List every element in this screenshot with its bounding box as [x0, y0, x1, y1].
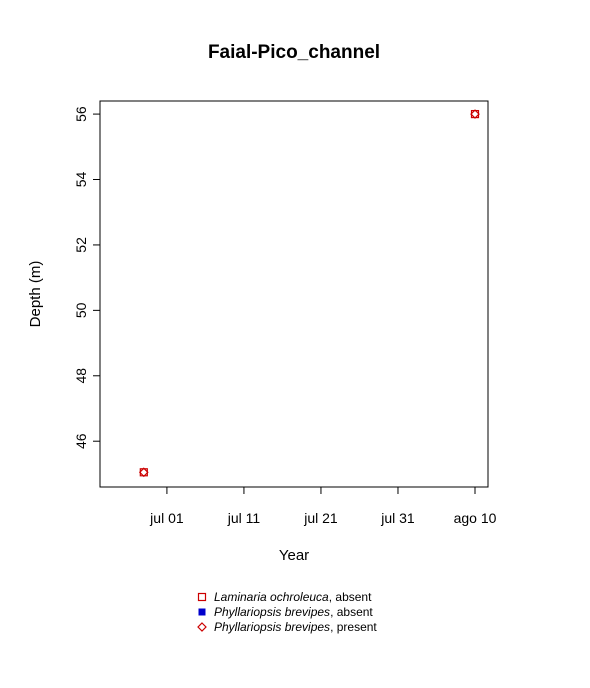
y-tick-label: 46: [73, 433, 89, 449]
data-point: [470, 109, 480, 119]
x-tick-label: jul 11: [227, 510, 261, 526]
y-axis: 46 48 50 52 54 56: [73, 106, 100, 449]
legend: Laminaria ochroleuca, absentPhyllariopsi…: [197, 590, 377, 634]
y-tick-label: 56: [73, 106, 89, 122]
legend-status: , absent: [329, 590, 372, 604]
legend-entry: Phyllariopsis brevipes, absent: [214, 605, 373, 619]
legend-entry: Phyllariopsis brevipes, present: [214, 620, 377, 634]
chart-title: Faial-Pico_channel: [208, 42, 380, 63]
legend-status: , present: [330, 620, 377, 634]
legend-species: Laminaria ochroleuca: [214, 590, 329, 604]
data-point: [470, 109, 480, 119]
legend-status: , absent: [330, 605, 373, 619]
legend-marker: [197, 592, 207, 602]
legend-species: Phyllariopsis brevipes: [214, 620, 330, 634]
x-axis-label: Year: [279, 547, 309, 564]
plot-frame: [99, 100, 489, 488]
y-tick-label: 48: [73, 368, 89, 384]
x-tick-label: jul 31: [380, 510, 415, 526]
data-point: [138, 467, 149, 478]
legend-marker: [197, 622, 207, 632]
x-tick-label: jul 21: [303, 510, 338, 526]
x-tick-label: ago 10: [454, 510, 497, 526]
y-tick-label: 54: [73, 172, 89, 188]
x-axis: jul 01 jul 11 jul 21 jul 31 ago 10: [149, 487, 497, 526]
legend-entry: Laminaria ochroleuca, absent: [214, 590, 372, 604]
y-axis-label: Depth (m): [27, 261, 44, 328]
data-points: [138, 109, 480, 478]
legend-marker: [198, 608, 206, 616]
x-tick-label: jul 01: [149, 510, 184, 526]
y-tick-label: 50: [73, 302, 89, 318]
y-tick-label: 52: [73, 237, 89, 253]
data-point: [139, 468, 148, 477]
legend-species: Phyllariopsis brevipes: [214, 605, 330, 619]
